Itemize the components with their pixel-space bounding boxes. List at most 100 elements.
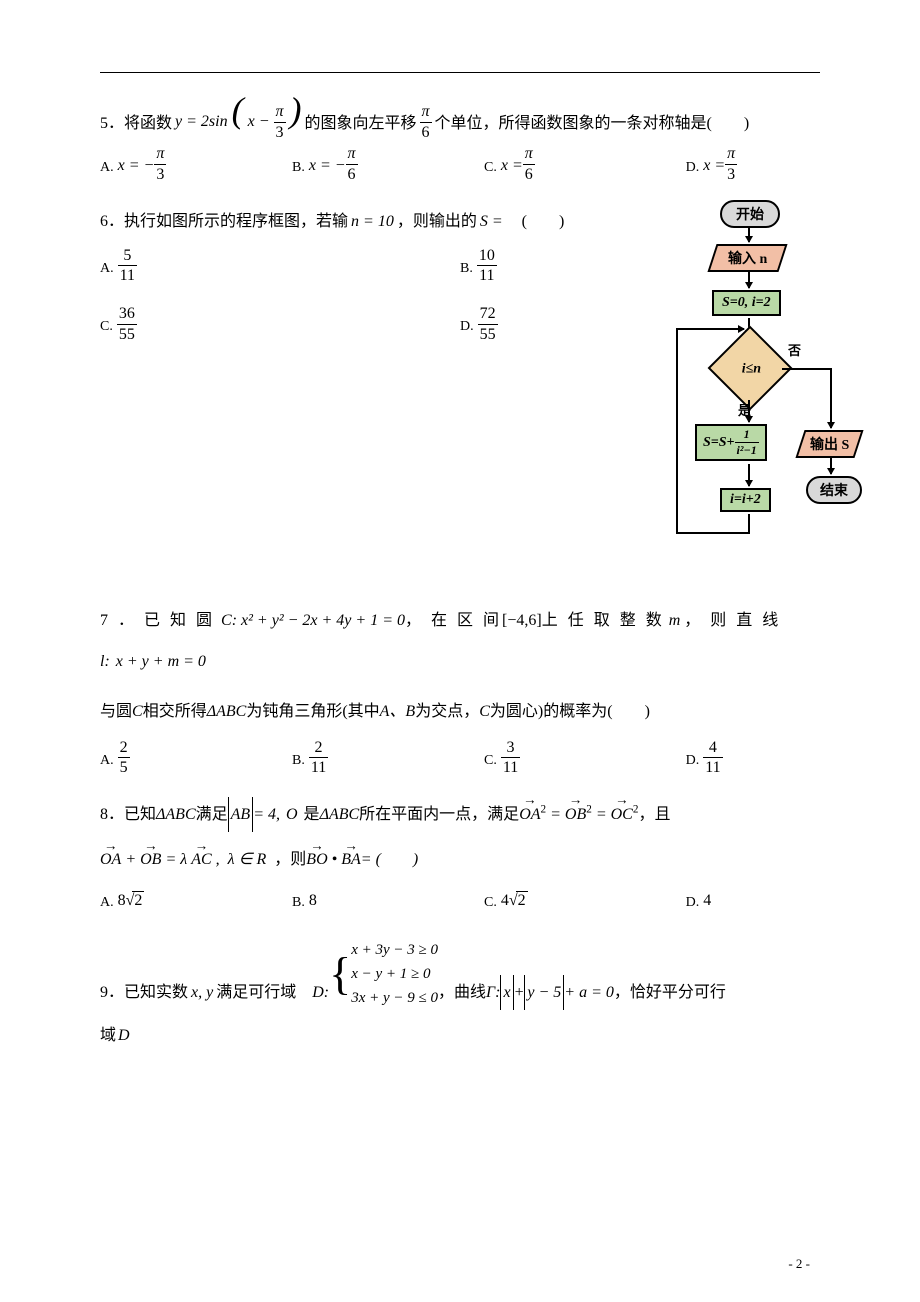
q5-b-num: π (346, 145, 358, 164)
plus: + (125, 851, 140, 868)
fc-s-lhs: S=S+ (703, 435, 735, 451)
fc-output: 输出 S (795, 430, 863, 458)
q9-c2: x − y + 1 ≥ 0 (351, 962, 438, 986)
q6-out: S = (480, 204, 503, 239)
line-icon (676, 328, 678, 534)
q6-a-den: 11 (118, 265, 137, 285)
line-icon (782, 368, 830, 370)
q6-c-den: 55 (117, 324, 137, 344)
q9-c3: 3x + y − 9 ≤ 0 (351, 986, 438, 1010)
q8-absAB: AB (228, 797, 254, 832)
fc-input-text: 输入 n (728, 248, 767, 268)
fc-init: S=0, i=2 (712, 290, 781, 316)
opt-label-b: B. (292, 888, 305, 919)
q7-s2-suffix: 为圆心)的概率为( ) (490, 694, 650, 729)
q9-p2: 满足可行域 (216, 975, 296, 1010)
q5-prefix: 5．将函数 (100, 106, 172, 141)
q7-m: m (669, 603, 681, 638)
q9-D: D: (312, 975, 329, 1010)
q7-l: l: (100, 644, 110, 679)
q8-tri2: ΔABC (320, 797, 360, 832)
q7-circle-eq: x² + y² − 2x + 4y + 1 = 0 (241, 612, 405, 629)
opt-label-b: B. (292, 746, 305, 777)
lparen: ( (232, 90, 244, 130)
question-5: 5．将函数 y = 2sin ( x − π 3 ) 的图象向左平移 π 6 个… (100, 100, 820, 184)
q7-a-den: 5 (118, 757, 130, 777)
fc-update-s: S=S+ 1 i²−1 (695, 424, 767, 461)
q7-line-eq: x + y + m = 0 (116, 644, 206, 679)
q8-p3: 是 (304, 797, 320, 832)
opt-label-a: A. (100, 888, 114, 919)
arrow-icon (830, 368, 832, 428)
opt-label-d: D. (460, 312, 474, 343)
q7-c-num: 3 (505, 739, 517, 758)
opt-label-d: D. (686, 153, 700, 184)
q7-d-den: 11 (703, 757, 722, 777)
q8-lambda: λ ∈ R (228, 842, 267, 877)
vec-BA: BA (341, 842, 361, 877)
vec-AC: AC (191, 842, 211, 877)
q6-prefix: 6．执行如图所示的程序框图，若输 (100, 204, 348, 239)
fc-decision: i≤n (708, 326, 793, 411)
fc-no: 否 (788, 340, 801, 359)
dot: • (332, 851, 342, 868)
q6-b-num: 10 (477, 247, 497, 266)
q8-p1: 8．已知 (100, 797, 156, 832)
q7-s2-mid3: 为交点， (415, 694, 479, 729)
fc-s-den: i²−1 (735, 442, 759, 457)
question-9: 9．已知实数 x, y 满足可行域 D: { x + 3y − 3 ≥ 0 x … (100, 938, 820, 1053)
opt-label-a: A. (100, 254, 114, 285)
opt-label-c: C. (484, 153, 497, 184)
arrow-icon (748, 272, 750, 288)
arrow-icon (676, 328, 744, 330)
q9-plusa: + a = 0 (564, 975, 614, 1010)
q5-suffix: 个单位，所得函数图象的一条对称轴是( ) (435, 106, 750, 141)
opt-label-d: D. (686, 888, 700, 919)
q6-a-num: 5 (121, 247, 133, 266)
opt-label-b: B. (460, 254, 473, 285)
q8-c-rad: 2 (516, 891, 528, 909)
q8-c: 4 (501, 883, 509, 918)
opt-label-c: C. (484, 888, 497, 919)
q8-p4: 所在平面内一点，满足 (359, 797, 519, 832)
q7-C2b: C (479, 694, 490, 729)
rparen: ) (290, 90, 302, 130)
q9-absx: x (500, 975, 513, 1010)
q7-AB: A、B (380, 694, 416, 729)
arrow-icon (748, 226, 750, 242)
fc-update-i: i=i+2 (720, 488, 771, 512)
q7-mid1: ， 在 区 间 (405, 603, 502, 638)
q6-mid: ，则输出的 (397, 204, 477, 239)
q9-c1: x + 3y − 3 ≥ 0 (351, 938, 438, 962)
q7-b-num: 2 (313, 739, 325, 758)
q5-c-den: 6 (523, 164, 535, 184)
q5-options: A. x = − π3 B. x = − π6 C. x = π6 D. x =… (100, 145, 820, 183)
q9-p1: 9．已知实数 (100, 975, 188, 1010)
q8-a-rad: 2 (132, 891, 144, 909)
q8-a: 8 (118, 883, 126, 918)
q9-Gamma: Γ: (486, 975, 500, 1010)
q5-shift-den: 6 (420, 122, 432, 142)
eq2: = (596, 806, 611, 823)
comma: , (216, 851, 220, 868)
q8-d: 4 (703, 883, 711, 918)
vec-OC: OC (611, 797, 633, 832)
line-icon (748, 514, 750, 532)
q7-prefix: 7 ． 已 知 圆 (100, 603, 215, 638)
q5-a-den: 3 (154, 164, 166, 184)
q8-p2: 满足 (196, 797, 228, 832)
fc-start: 开始 (720, 200, 780, 228)
question-8: 8．已知 ΔABC 满足 AB = 4, O 是 ΔABC 所在平面内一点，满足… (100, 797, 820, 919)
arrow-icon (748, 400, 750, 422)
q5-mid: 的图象向左平移 (305, 106, 417, 141)
q8-b: 8 (309, 883, 317, 918)
q7-C: C: (221, 612, 237, 629)
q6-d-den: 55 (478, 324, 498, 344)
q5-c-lhs: x = (501, 148, 523, 183)
opt-label-a: A. (100, 153, 114, 184)
vec-OB2: OB (140, 842, 161, 877)
eq1: = (550, 806, 565, 823)
q5-a-lhs: x = − (118, 148, 155, 183)
q7-tri: ΔABC (207, 694, 247, 729)
q7-mid2: 上 任 取 整 数 (542, 603, 665, 638)
